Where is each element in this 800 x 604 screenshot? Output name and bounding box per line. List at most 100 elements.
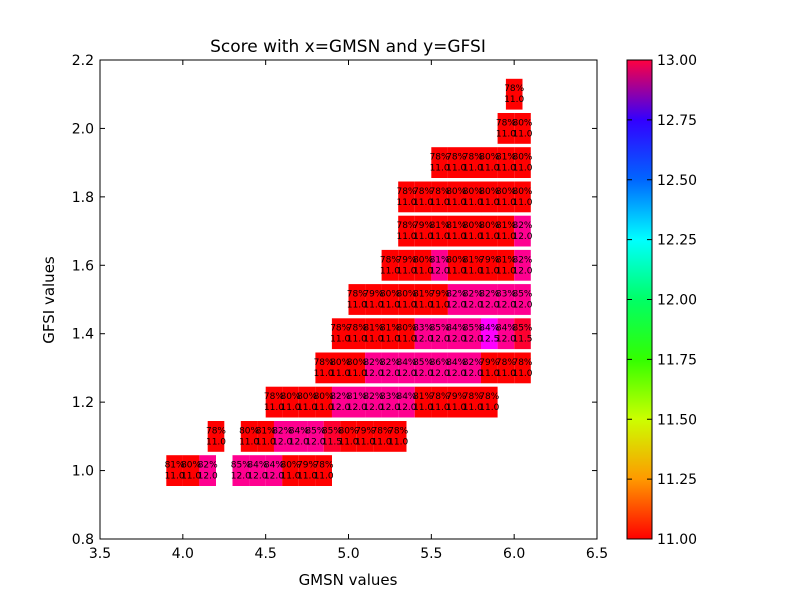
- heatmap-cell: [447, 249, 465, 281]
- cell-percent-label: 80%: [479, 187, 499, 197]
- cell-percent-label: 85%: [512, 290, 532, 300]
- cell-value-label: 11.0: [496, 198, 516, 208]
- cell-percent-label: 80%: [512, 118, 532, 128]
- cell-percent-label: 78%: [388, 426, 408, 436]
- cell-percent-label: 80%: [280, 392, 300, 402]
- x-tick-label: 4.5: [255, 546, 277, 562]
- cell-value-label: 11.0: [496, 266, 516, 276]
- cell-percent-label: 84%: [264, 461, 284, 471]
- cell-percent-label: 80%: [380, 290, 400, 300]
- heatmap-cell: [481, 181, 498, 213]
- cell-percent-label: 81%: [413, 290, 433, 300]
- cell-value-label: 11.0: [413, 198, 433, 208]
- colorbar-tick-label: 12.25: [657, 233, 697, 249]
- cell-percent-label: 81%: [413, 392, 433, 402]
- heatmap-cell: [514, 249, 531, 281]
- x-tick-label: 6.5: [586, 546, 608, 562]
- heatmap-cell: [207, 421, 225, 452]
- cell-percent-label: 80%: [496, 187, 516, 197]
- cell-percent-label: 82%: [479, 290, 499, 300]
- y-tick-label: 2.0: [72, 121, 94, 137]
- cell-value-label: 11.0: [380, 266, 400, 276]
- x-tick-label: 6.0: [503, 546, 525, 562]
- cell-percent-label: 85%: [512, 324, 532, 334]
- cell-value-label: 11.0: [463, 198, 483, 208]
- cell-value-label: 11.0: [347, 335, 367, 345]
- cell-percent-label: 84%: [479, 324, 499, 334]
- cell-value-label: 12.0: [231, 472, 251, 482]
- cell-value-label: 11.0: [280, 472, 300, 482]
- cell-percent-label: 84%: [247, 461, 267, 471]
- cell-value-label: 11.0: [512, 164, 532, 174]
- heatmap-cell: [447, 284, 465, 315]
- cell-value-label: 11.0: [504, 95, 524, 105]
- heatmap-cell: [505, 78, 523, 110]
- cell-percent-label: 81%: [430, 255, 450, 265]
- cell-percent-label: 78%: [512, 358, 532, 368]
- cell-percent-label: 81%: [496, 255, 516, 265]
- cell-percent-label: 78%: [496, 358, 516, 368]
- cell-percent-label: 81%: [363, 324, 383, 334]
- cell-percent-label: 80%: [463, 221, 483, 231]
- heatmap-cell: [240, 421, 258, 452]
- heatmap-cell: [282, 386, 299, 418]
- cell-value-label: 11.0: [264, 403, 284, 413]
- cell-value-label: 12.0: [363, 369, 383, 379]
- colorbar-tick-label: 11.50: [657, 412, 697, 428]
- cell-percent-label: 81%: [380, 324, 400, 334]
- cell-percent-label: 84%: [396, 392, 416, 402]
- cell-percent-label: 78%: [314, 358, 334, 368]
- cell-percent-label: 82%: [363, 392, 383, 402]
- heatmap-cell: [497, 113, 515, 144]
- heatmap-cell: [497, 181, 515, 213]
- heatmap-cell: [481, 352, 498, 384]
- cell-value-label: 11.0: [446, 232, 466, 242]
- cell-value-label: 11.0: [297, 403, 317, 413]
- cell-percent-label: 78%: [446, 153, 466, 163]
- cell-percent-label: 80%: [396, 324, 416, 334]
- cell-value-label: 12.0: [198, 472, 218, 482]
- cell-percent-label: 78%: [396, 221, 416, 231]
- heatmap-cell: [265, 386, 283, 418]
- cell-percent-label: 81%: [446, 221, 466, 231]
- cell-value-label: 11.0: [512, 369, 532, 379]
- heatmap-cell: [514, 113, 531, 144]
- cell-value-label: 12.0: [413, 335, 433, 345]
- cell-percent-label: 82%: [272, 426, 292, 436]
- heatmap-cell: [331, 352, 349, 384]
- cell-value-label: 11.0: [479, 232, 499, 242]
- cell-value-label: 11.0: [496, 369, 516, 379]
- heatmap-cell: [414, 249, 432, 281]
- heatmap-cell: [497, 215, 515, 247]
- cell-value-label: 11.0: [297, 472, 317, 482]
- cell-value-label: 12.5: [479, 335, 499, 345]
- cell-value-label: 12.0: [463, 335, 483, 345]
- heatmap-cell: [497, 352, 515, 384]
- cell-percent-label: 81%: [496, 221, 516, 231]
- heatmap-cell: [273, 421, 291, 452]
- cell-value-label: 11.0: [347, 369, 367, 379]
- cell-percent-label: 80%: [338, 426, 358, 436]
- cell-value-label: 12.0: [330, 403, 350, 413]
- heatmap-cell: [464, 352, 482, 384]
- heatmap-cell: [431, 318, 448, 350]
- cell-percent-label: 78%: [496, 118, 516, 128]
- cell-percent-label: 83%: [496, 290, 516, 300]
- cell-value-label: 11.0: [396, 198, 416, 208]
- cell-value-label: 11.0: [413, 232, 433, 242]
- cell-percent-label: 84%: [446, 324, 466, 334]
- cell-value-label: 11.0: [512, 198, 532, 208]
- heatmap-cell: [514, 181, 531, 213]
- heatmap-cell: [497, 249, 515, 281]
- cell-value-label: 12.0: [479, 301, 499, 311]
- heatmap-cell: [331, 386, 349, 418]
- cell-value-label: 12.0: [396, 369, 416, 379]
- cell-percent-label: 80%: [463, 187, 483, 197]
- cell-value-label: 11.0: [479, 198, 499, 208]
- heatmap-cell: [323, 421, 341, 452]
- heatmap-cell: [365, 352, 382, 384]
- heatmap-cell: [414, 318, 432, 350]
- heatmap-cell: [315, 352, 332, 384]
- colorbar-tick-label: 12.50: [657, 173, 697, 189]
